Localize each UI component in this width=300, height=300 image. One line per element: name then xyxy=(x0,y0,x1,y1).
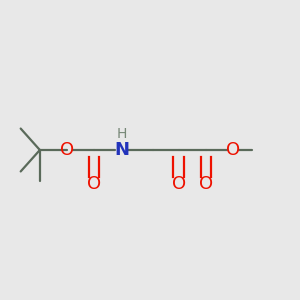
Text: N: N xyxy=(114,141,129,159)
Text: H: H xyxy=(116,127,127,141)
Text: O: O xyxy=(60,141,74,159)
Text: O: O xyxy=(172,175,186,193)
Text: O: O xyxy=(87,175,101,193)
Text: O: O xyxy=(226,141,240,159)
Text: O: O xyxy=(199,175,213,193)
